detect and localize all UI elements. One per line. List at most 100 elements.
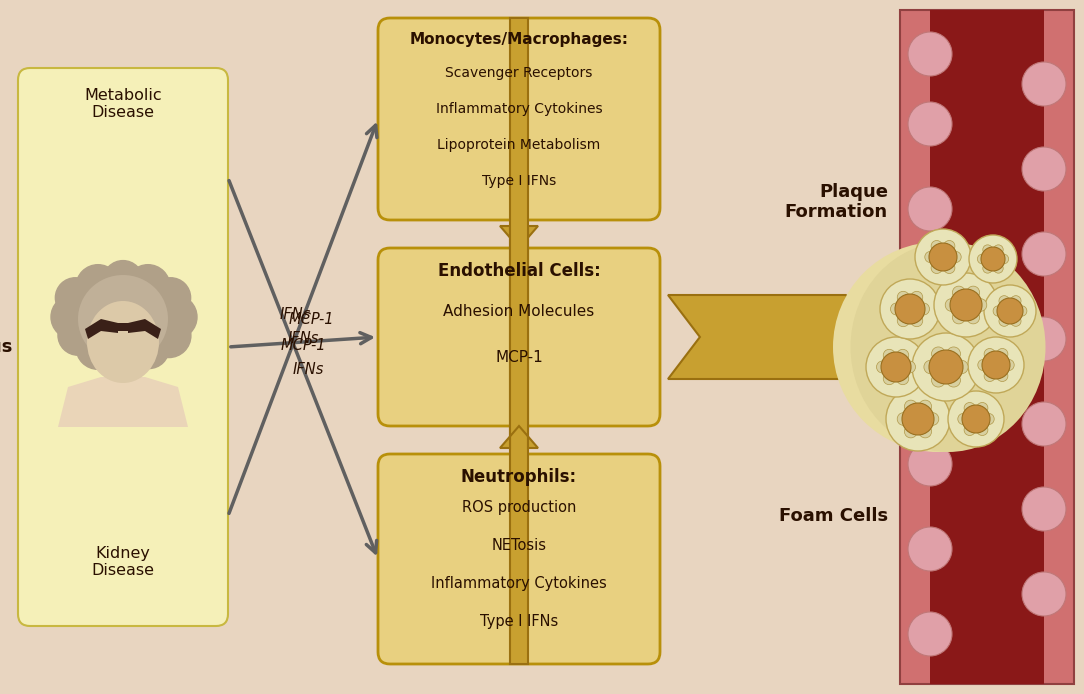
Circle shape [999,254,1008,264]
Circle shape [833,242,1043,452]
Circle shape [908,272,952,316]
Circle shape [898,314,909,327]
Ellipse shape [87,301,159,383]
Circle shape [915,229,971,285]
Text: IFNs: IFNs [280,307,311,321]
Circle shape [866,337,926,397]
Polygon shape [128,319,162,339]
Circle shape [1017,306,1027,316]
Circle shape [57,315,98,355]
Circle shape [896,349,908,362]
Ellipse shape [78,275,168,363]
Circle shape [904,425,917,438]
Polygon shape [59,377,188,427]
Text: MCP-1: MCP-1 [288,312,334,326]
Circle shape [926,413,939,425]
Circle shape [958,414,969,425]
Text: Inflammatory Cytokines: Inflammatory Cytokines [436,102,603,116]
Circle shape [1022,572,1066,616]
Circle shape [944,262,955,273]
Polygon shape [500,226,538,664]
Circle shape [1022,317,1066,361]
Bar [900,10,1074,684]
Circle shape [983,245,992,255]
Text: Type I IFNs: Type I IFNs [480,614,558,629]
Circle shape [911,291,922,303]
Circle shape [994,245,1003,255]
Circle shape [982,351,1010,379]
Circle shape [984,371,995,382]
Circle shape [944,241,955,252]
Polygon shape [500,18,538,448]
Circle shape [953,311,965,324]
Circle shape [967,286,980,299]
Circle shape [931,262,942,273]
Circle shape [925,251,935,262]
Circle shape [975,298,986,312]
Circle shape [1010,296,1021,306]
Circle shape [902,403,934,435]
Circle shape [908,442,952,486]
Circle shape [1022,232,1066,276]
Circle shape [945,298,958,312]
FancyBboxPatch shape [378,248,660,426]
Circle shape [917,303,929,315]
Circle shape [151,278,191,318]
Circle shape [886,387,950,451]
Circle shape [76,264,120,309]
Circle shape [908,612,952,656]
Circle shape [967,311,980,324]
Circle shape [908,527,952,571]
Circle shape [1022,62,1066,106]
Circle shape [929,350,963,384]
Circle shape [129,328,169,369]
Circle shape [983,414,994,425]
Circle shape [981,247,1005,271]
Circle shape [999,316,1009,326]
Circle shape [977,403,988,414]
Circle shape [1010,316,1021,326]
Circle shape [908,187,952,231]
Circle shape [903,361,916,373]
Circle shape [946,373,960,387]
Circle shape [953,286,965,299]
Circle shape [993,306,1004,316]
Circle shape [997,298,1023,324]
Text: ROS production: ROS production [462,500,577,515]
Text: Metabolic
Disease: Metabolic Disease [85,88,162,120]
Text: Adhesion Molecules: Adhesion Molecules [443,304,595,319]
Bar [930,10,1044,684]
Text: Plaque
Formation: Plaque Formation [785,183,888,221]
Circle shape [904,400,917,413]
Circle shape [919,400,931,413]
Circle shape [955,360,968,374]
Circle shape [908,102,952,146]
Circle shape [881,352,911,382]
Ellipse shape [68,266,178,371]
Circle shape [898,413,909,425]
Text: Lipoprotein Metabolism: Lipoprotein Metabolism [437,138,601,152]
Circle shape [919,425,931,438]
Circle shape [890,303,903,315]
Text: Foam Cells: Foam Cells [779,507,888,525]
Text: Type I IFNs: Type I IFNs [482,174,556,188]
Circle shape [126,264,170,309]
Circle shape [908,32,952,76]
Circle shape [896,373,908,384]
Circle shape [999,296,1009,306]
Circle shape [946,347,960,361]
Text: Inflammatory Cytokines: Inflammatory Cytokines [431,576,607,591]
Circle shape [55,278,95,318]
Circle shape [969,235,1017,283]
Text: Kidney
Disease: Kidney Disease [91,546,155,578]
Circle shape [924,360,938,374]
Circle shape [929,243,957,271]
Circle shape [103,261,143,301]
Circle shape [76,325,120,369]
Text: IFNs: IFNs [287,331,319,346]
Text: Monocytes/Macrophages:: Monocytes/Macrophages: [410,32,629,47]
Circle shape [1022,487,1066,531]
Circle shape [931,347,945,361]
Circle shape [883,349,895,362]
Circle shape [996,348,1008,359]
